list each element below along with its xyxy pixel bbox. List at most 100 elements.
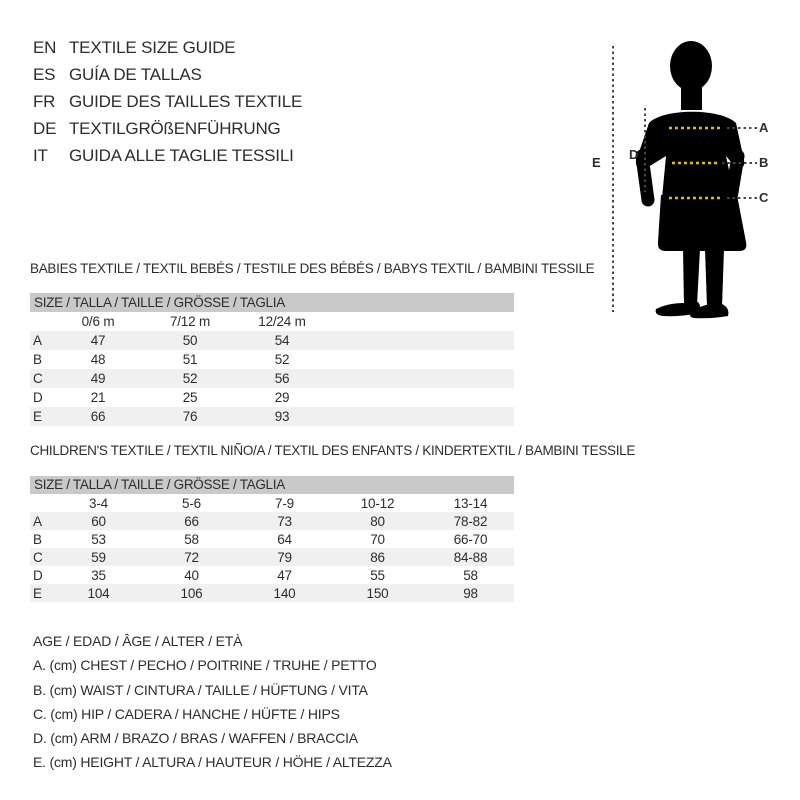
lang-title: TEXTILE SIZE GUIDE bbox=[69, 37, 236, 57]
table-row: C 49 52 56 bbox=[30, 369, 514, 388]
size-value: 76 bbox=[182, 409, 198, 424]
size-value: 86 bbox=[370, 549, 385, 565]
row-label: A bbox=[33, 513, 42, 529]
babies-table: 0/6 m 7/12 m 12/24 m A 47 50 54 B 48 51 … bbox=[30, 312, 514, 426]
silhouette-left-leg bbox=[683, 249, 700, 305]
table-header-row: 0/6 m 7/12 m 12/24 m bbox=[30, 312, 514, 331]
size-value: 59 bbox=[91, 549, 106, 565]
language-title-list: EN TEXTILE SIZE GUIDE ES GUÍA DE TALLAS … bbox=[33, 34, 302, 169]
silhouette-right-arm bbox=[724, 149, 745, 205]
size-value: 66-70 bbox=[453, 531, 488, 547]
column-header: 3-4 bbox=[89, 495, 108, 511]
arm-label: D bbox=[629, 147, 639, 162]
column-header: 13-14 bbox=[453, 495, 488, 511]
measurement-figure: E D A B C bbox=[585, 28, 800, 328]
legend-waist: B. (cm) WAIST / CINTURA / TAILLE / HÜFTU… bbox=[33, 681, 368, 698]
legend-height: E. (cm) HEIGHT / ALTURA / HAUTEUR / HÖHE… bbox=[33, 754, 392, 771]
hip-label: C bbox=[759, 190, 769, 205]
silhouette-neck bbox=[681, 80, 702, 110]
size-value: 72 bbox=[184, 549, 199, 565]
size-value: 79 bbox=[277, 549, 292, 565]
size-value: 66 bbox=[90, 409, 106, 424]
size-value: 21 bbox=[90, 390, 106, 405]
size-value: 58 bbox=[184, 531, 199, 547]
lang-title: GUIDA ALLE TAGLIE TESSILI bbox=[69, 145, 294, 165]
size-value: 78-82 bbox=[453, 513, 488, 529]
size-value: 54 bbox=[274, 333, 290, 348]
table-row: D 21 25 29 bbox=[30, 388, 514, 407]
size-value: 140 bbox=[273, 585, 296, 601]
size-value: 84-88 bbox=[453, 549, 488, 565]
row-label: B bbox=[33, 531, 42, 547]
row-label: E bbox=[33, 409, 42, 424]
table-row: B 53 58 64 70 66-70 bbox=[30, 530, 514, 548]
chest-label: A bbox=[759, 120, 769, 135]
lang-row-fr: FR GUIDE DES TAILLES TEXTILE bbox=[33, 88, 302, 115]
height-label: E bbox=[592, 155, 601, 170]
lang-code: DE bbox=[33, 118, 57, 138]
lang-title: TEXTILGRÖßENFÜHRUNG bbox=[69, 118, 281, 138]
silhouette-right-leg bbox=[705, 249, 724, 307]
lang-row-en: EN TEXTILE SIZE GUIDE bbox=[33, 34, 302, 61]
column-header: 7/12 m bbox=[169, 314, 211, 329]
lang-row-es: ES GUÍA DE TALLAS bbox=[33, 61, 302, 88]
size-value: 52 bbox=[182, 371, 198, 386]
size-value: 51 bbox=[182, 352, 198, 367]
row-label: D bbox=[33, 390, 43, 405]
lang-code: FR bbox=[33, 91, 56, 111]
table-row: E 104 106 140 150 98 bbox=[30, 584, 514, 602]
lang-row-it: IT GUIDA ALLE TAGLIE TESSILI bbox=[33, 142, 302, 169]
size-value: 40 bbox=[184, 567, 199, 583]
size-value: 47 bbox=[90, 333, 106, 348]
size-value: 47 bbox=[277, 567, 292, 583]
column-header: 10-12 bbox=[360, 495, 395, 511]
size-value: 73 bbox=[277, 513, 292, 529]
row-label: A bbox=[33, 333, 42, 348]
size-value: 53 bbox=[91, 531, 106, 547]
children-section: CHILDREN'S TEXTILE / TEXTIL NIÑO/A / TEX… bbox=[30, 443, 635, 608]
table-row: B 48 51 52 bbox=[30, 350, 514, 369]
table-row: A 47 50 54 bbox=[30, 331, 514, 350]
lang-code: ES bbox=[33, 64, 56, 84]
size-value: 66 bbox=[184, 513, 199, 529]
row-label: D bbox=[33, 567, 43, 583]
table-row: A 60 66 73 80 78-82 bbox=[30, 512, 514, 530]
child-silhouette bbox=[612, 41, 757, 319]
size-value: 48 bbox=[90, 352, 106, 367]
size-value: 58 bbox=[463, 567, 478, 583]
size-value: 93 bbox=[274, 409, 290, 424]
measurement-legend: AGE / EDAD / ÂGE / ALTER / ETÀ A. (cm) C… bbox=[33, 629, 392, 775]
size-value: 56 bbox=[274, 371, 290, 386]
size-value: 29 bbox=[274, 390, 290, 405]
size-value: 70 bbox=[370, 531, 385, 547]
row-label: C bbox=[33, 549, 43, 565]
table-row: E 66 76 93 bbox=[30, 407, 514, 426]
table-row: D 35 40 47 55 58 bbox=[30, 566, 514, 584]
silhouette-shorts bbox=[657, 195, 747, 251]
children-section-title: CHILDREN'S TEXTILE / TEXTIL NIÑO/A / TEX… bbox=[30, 443, 636, 458]
row-label: E bbox=[33, 585, 42, 601]
legend-chest: A. (cm) CHEST / PECHO / POITRINE / TRUHE… bbox=[33, 657, 377, 674]
silhouette-left-shoe bbox=[655, 302, 701, 317]
legend-arm: D. (cm) ARM / BRAZO / BRAS / WAFFEN / BR… bbox=[33, 730, 358, 747]
lang-code: EN bbox=[33, 37, 57, 57]
size-value: 104 bbox=[87, 585, 110, 601]
size-value: 98 bbox=[463, 585, 478, 601]
size-value: 80 bbox=[370, 513, 385, 529]
row-label: B bbox=[33, 352, 42, 367]
column-header: 5-6 bbox=[182, 495, 201, 511]
babies-section: BABIES TEXTILE / TEXTIL BEBÉS / TESTILE … bbox=[30, 261, 595, 426]
size-value: 150 bbox=[366, 585, 389, 601]
size-value: 35 bbox=[91, 567, 106, 583]
legend-age: AGE / EDAD / ÂGE / ALTER / ETÀ bbox=[33, 633, 243, 649]
table-row: C 59 72 79 86 84-88 bbox=[30, 548, 514, 566]
waist-label: B bbox=[759, 155, 769, 170]
lang-title: GUÍA DE TALLAS bbox=[69, 64, 202, 84]
babies-size-header: SIZE / TALLA / TAILLE / GRÖSSE / TAGLIA bbox=[30, 293, 514, 312]
column-header: 7-9 bbox=[275, 495, 294, 511]
size-value: 55 bbox=[370, 567, 385, 583]
size-value: 49 bbox=[90, 371, 106, 386]
size-value: 106 bbox=[180, 585, 203, 601]
silhouette-right-shoe bbox=[690, 304, 729, 319]
